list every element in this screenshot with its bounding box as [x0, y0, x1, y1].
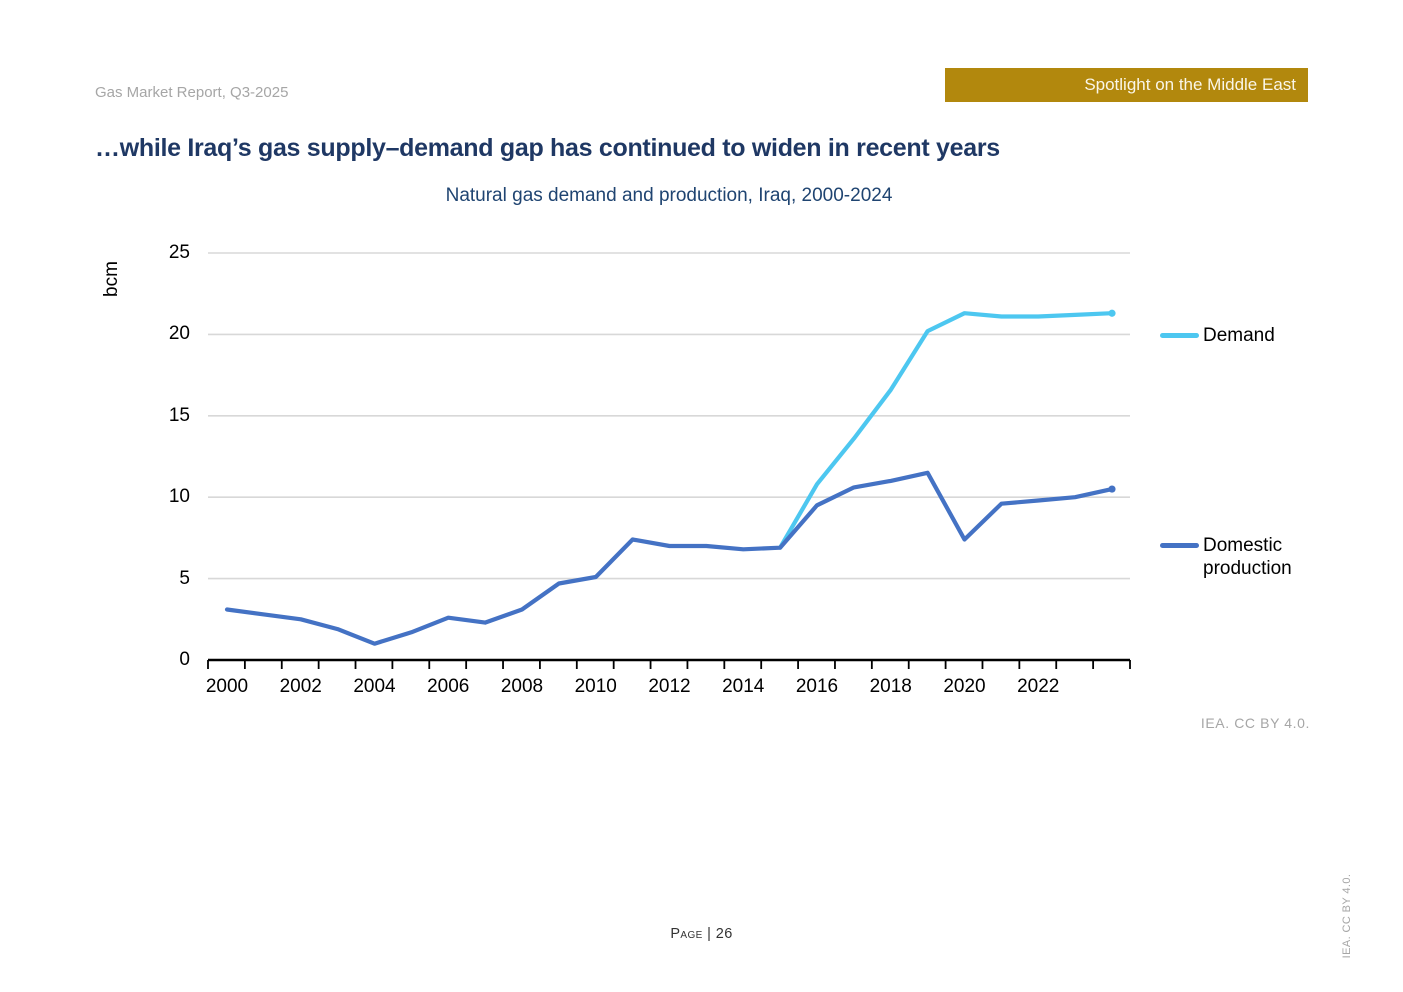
legend-label-demand: Demand: [1203, 325, 1275, 346]
x-tick-label: 2022: [1017, 676, 1060, 697]
x-tick-label: 2006: [427, 676, 470, 697]
legend-item-demand: Demand: [1160, 324, 1275, 347]
series-line-domestic-production: [224, 470, 1115, 646]
series-line-demand: [778, 311, 1115, 550]
domestic-production-line-swatch: [1160, 543, 1199, 548]
legend-item-domestic-production: Domestic production: [1160, 534, 1321, 580]
chart-title: Natural gas demand and production, Iraq,…: [445, 185, 893, 206]
demand-line-swatch: [1160, 333, 1199, 338]
x-tick-label: 2010: [574, 676, 617, 697]
y-tick-label: 10: [168, 486, 190, 508]
x-tick-label: 2016: [795, 676, 839, 697]
x-tick-label: 2008: [500, 676, 544, 697]
series-endpoint-marker: [1108, 485, 1116, 493]
x-tick-label: 2020: [943, 676, 986, 697]
x-tick-label: 2000: [205, 676, 249, 697]
spotlight-banner: Spotlight on the Middle East: [945, 68, 1308, 102]
y-tick-label: 15: [168, 404, 190, 426]
y-tick-label: 20: [168, 323, 190, 345]
x-tick-label: 2012: [648, 676, 691, 697]
x-tick-label: 2014: [722, 676, 765, 697]
page-number: Page | 26: [670, 926, 733, 942]
x-tick-label: 2004: [353, 676, 396, 697]
x-tick-label: 2018: [869, 676, 912, 697]
y-tick-label: 25: [168, 242, 190, 263]
report-title: Gas Market Report, Q3-2025: [95, 84, 289, 101]
legend-label-domestic-production: Domestic production: [1203, 535, 1292, 579]
series-endpoint-marker: [1108, 309, 1116, 317]
side-license-credit: IEA. CC BY 4.0.: [1341, 873, 1353, 959]
slide-title: …while Iraq’s gas supply–demand gap has …: [95, 134, 1000, 162]
x-tick-label: 2002: [279, 676, 322, 697]
y-tick-label: 5: [179, 567, 190, 589]
license-credit: IEA. CC BY 4.0.: [1200, 715, 1310, 731]
y-tick-label: 0: [179, 649, 190, 670]
